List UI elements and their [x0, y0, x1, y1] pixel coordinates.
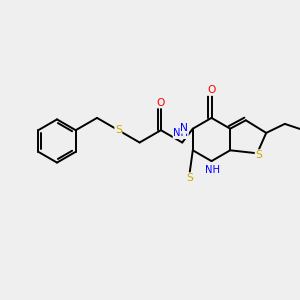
Text: S: S	[115, 125, 122, 135]
Text: S: S	[186, 173, 193, 183]
Text: O: O	[157, 98, 165, 108]
Text: NH: NH	[173, 128, 188, 139]
Text: N: N	[180, 123, 188, 133]
Text: S: S	[255, 150, 262, 160]
Text: NH: NH	[206, 165, 220, 175]
Text: O: O	[207, 85, 216, 95]
